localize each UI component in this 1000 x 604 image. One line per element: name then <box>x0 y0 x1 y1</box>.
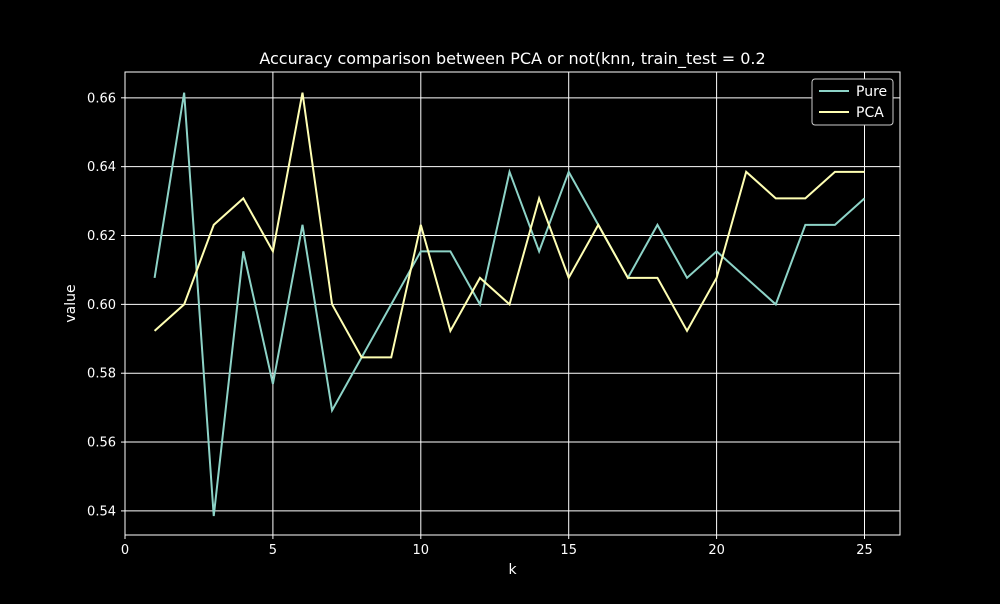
x-axis-label: k <box>508 562 517 578</box>
y-tick-label: 0.56 <box>87 436 116 451</box>
y-tick-label: 0.60 <box>87 298 116 313</box>
x-tick-label: 15 <box>560 543 577 558</box>
x-tick-label: 25 <box>856 543 873 558</box>
x-tick-label: 0 <box>121 543 129 558</box>
plot-frame <box>124 71 901 536</box>
legend: Pure PCA <box>811 78 894 126</box>
y-tick-label: 0.64 <box>87 160 116 175</box>
grid <box>124 72 900 535</box>
series-line-pca <box>153 92 865 359</box>
x-tick-label: 5 <box>269 543 277 558</box>
x-tick-label: 10 <box>413 543 430 558</box>
legend-label-pure: Pure <box>856 84 887 100</box>
y-tick-label: 0.62 <box>87 229 116 244</box>
series-line-pure <box>153 92 866 517</box>
y-tick-label: 0.54 <box>87 504 116 519</box>
y-axis-label: value <box>63 284 79 322</box>
axis-ticks: 0 5 10 15 20 25 0.54 0.56 0.58 0.60 0.62 0.64 0.66 <box>87 91 873 558</box>
y-tick-label: 0.66 <box>87 91 116 106</box>
chart-title: Accuracy comparison between PCA or not(k… <box>259 49 765 69</box>
y-tick-label: 0.58 <box>87 367 116 382</box>
x-tick-label: 20 <box>708 543 725 558</box>
legend-label-pca: PCA <box>856 105 884 121</box>
series-lines <box>153 92 866 517</box>
